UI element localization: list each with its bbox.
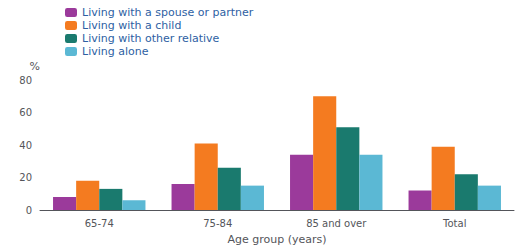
svg-text:Age group (years): Age group (years): [227, 233, 326, 246]
svg-text:20: 20: [19, 172, 32, 183]
svg-text:85 and over: 85 and over: [306, 218, 367, 229]
svg-text:60: 60: [19, 107, 32, 118]
svg-text:Living with a spouse or partne: Living with a spouse or partner: [82, 6, 254, 19]
svg-text:Living with a child: Living with a child: [82, 19, 181, 32]
svg-text:65-74: 65-74: [85, 218, 114, 229]
svg-text:%: %: [30, 60, 40, 73]
svg-text:Living with other relative: Living with other relative: [82, 32, 220, 45]
svg-text:0: 0: [26, 205, 32, 216]
svg-text:Living alone: Living alone: [82, 45, 149, 58]
svg-text:75-84: 75-84: [203, 218, 232, 229]
svg-text:40: 40: [19, 140, 32, 151]
svg-text:80: 80: [19, 75, 32, 86]
svg-text:Total: Total: [442, 218, 466, 229]
